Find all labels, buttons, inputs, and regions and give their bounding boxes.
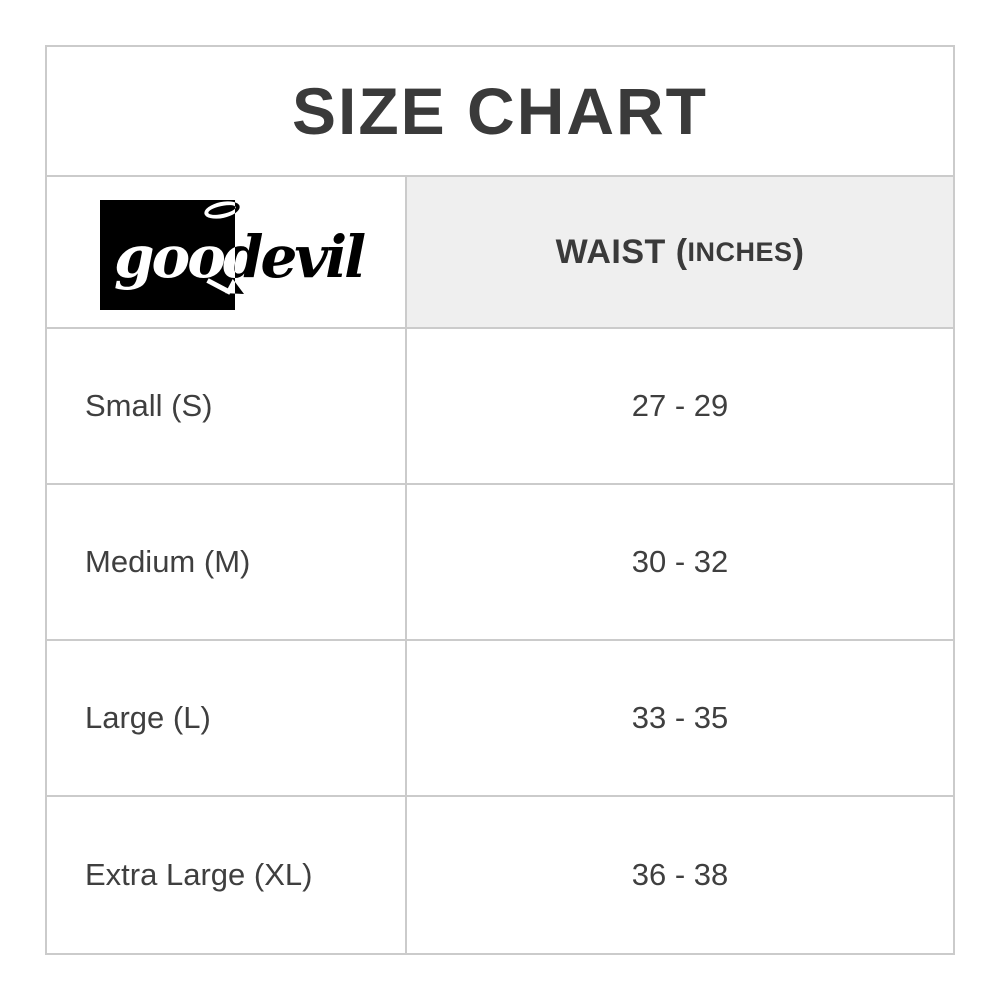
logo-black-box xyxy=(100,200,235,310)
waist-header-unit: INCHES xyxy=(687,236,793,267)
halo-icon xyxy=(202,198,242,222)
table-header-row: goodevil WAIST (INCHES) xyxy=(47,177,953,329)
size-label: Large (L) xyxy=(85,700,211,735)
brand-wordmark: goodevil xyxy=(114,223,366,291)
table-row: Medium (M) 30 - 32 xyxy=(47,485,953,641)
table-row: Extra Large (XL) 36 - 38 xyxy=(47,797,953,953)
waist-header-close: ) xyxy=(792,232,805,271)
page-title: SIZE CHART xyxy=(292,74,708,148)
goodevil-logo: goodevil xyxy=(100,198,366,312)
waist-value: 33 - 35 xyxy=(405,641,953,795)
size-label: Small (S) xyxy=(85,388,213,423)
table-row: Small (S) 27 - 29 xyxy=(47,329,953,485)
size-label: Extra Large (XL) xyxy=(85,857,313,892)
title-row: SIZE CHART xyxy=(47,47,953,177)
waist-value: 27 - 29 xyxy=(405,329,953,483)
waist-header-main: WAIST ( xyxy=(555,232,688,271)
size-label: Medium (M) xyxy=(85,544,251,579)
waist-value: 36 - 38 xyxy=(405,797,953,953)
waist-column-header: WAIST (INCHES) xyxy=(405,177,953,327)
size-chart-table: SIZE CHART goodevil WAIST (INCHES) Small… xyxy=(45,45,955,955)
waist-value: 30 - 32 xyxy=(405,485,953,639)
brand-cell: goodevil xyxy=(47,177,405,327)
table-row: Large (L) 33 - 35 xyxy=(47,641,953,797)
